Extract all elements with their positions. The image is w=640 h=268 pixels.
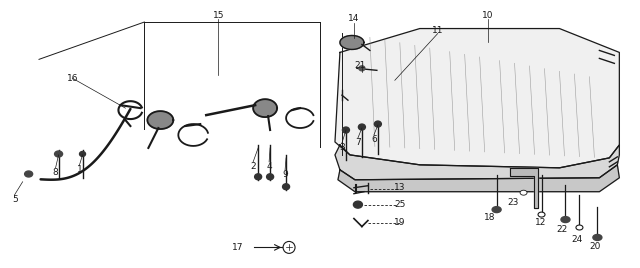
Text: 1: 1 [77,165,83,174]
Text: 6: 6 [371,135,377,144]
Text: 9: 9 [282,170,288,179]
Polygon shape [509,168,538,208]
Ellipse shape [54,151,63,157]
Ellipse shape [79,151,86,157]
Ellipse shape [520,190,527,195]
Text: 15: 15 [212,11,224,20]
Ellipse shape [593,234,602,240]
Ellipse shape [283,184,289,190]
Ellipse shape [358,124,365,130]
Polygon shape [340,36,364,49]
Text: 7: 7 [355,139,361,147]
Ellipse shape [353,201,362,208]
Text: 20: 20 [589,242,601,251]
Text: 5: 5 [12,195,17,204]
Ellipse shape [538,212,545,217]
Text: 12: 12 [535,218,546,227]
Text: 16: 16 [67,74,78,83]
Polygon shape [253,99,277,117]
Ellipse shape [255,174,262,180]
Ellipse shape [576,225,583,230]
Text: 8: 8 [52,168,58,177]
Text: 2: 2 [250,162,256,171]
Text: 18: 18 [484,213,495,222]
Ellipse shape [492,207,501,213]
Text: 4: 4 [266,162,272,171]
Text: 22: 22 [557,225,568,234]
Text: 13: 13 [394,183,406,192]
Text: 19: 19 [394,218,406,227]
Ellipse shape [267,174,274,180]
Polygon shape [338,165,620,192]
Ellipse shape [359,66,365,71]
Ellipse shape [561,217,570,222]
Text: 21: 21 [354,61,365,70]
Text: 3: 3 [339,143,345,152]
Circle shape [283,241,295,253]
Ellipse shape [25,171,33,177]
Text: 25: 25 [394,200,406,209]
Polygon shape [147,111,173,129]
Text: 11: 11 [432,26,444,35]
Text: 10: 10 [482,11,493,20]
Polygon shape [335,145,620,180]
Text: 14: 14 [348,14,360,23]
Text: 17: 17 [232,243,244,252]
Polygon shape [335,29,620,168]
Ellipse shape [342,127,349,133]
Text: 23: 23 [507,198,518,207]
Text: 24: 24 [572,235,583,244]
Ellipse shape [374,121,381,127]
